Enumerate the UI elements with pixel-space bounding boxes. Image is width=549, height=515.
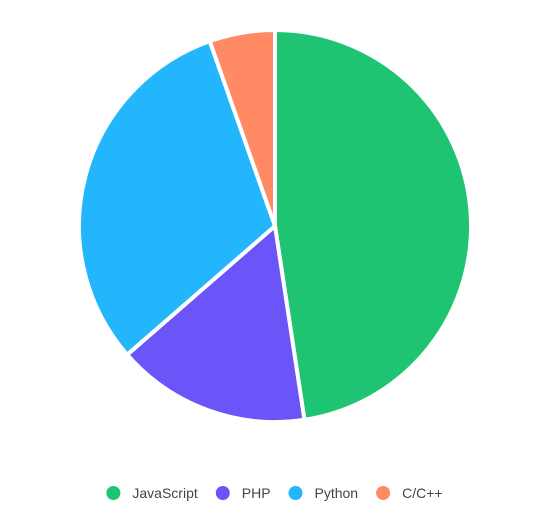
legend-item-c-c[interactable]: C/C++	[376, 485, 443, 501]
legend-label: PHP	[242, 485, 271, 501]
legend-marker	[288, 486, 303, 500]
pie-slice-javascript[interactable]	[273, 28, 474, 422]
legend-label: C/C++	[402, 485, 442, 501]
pie-slice-php[interactable]	[125, 224, 307, 424]
pie-slice-c-c[interactable]	[207, 28, 277, 228]
legend-item-python[interactable]: Python	[288, 485, 359, 501]
legend-item-javascript[interactable]: JavaScript	[106, 485, 198, 501]
legend-marker	[215, 486, 230, 500]
legend-label: JavaScript	[132, 485, 197, 501]
legend-marker	[106, 486, 121, 500]
pie-slice-python[interactable]	[77, 39, 277, 357]
legend-label: Python	[315, 485, 359, 501]
legend-item-php[interactable]: PHP	[215, 485, 271, 501]
legend-marker	[376, 486, 391, 500]
pie-slices	[77, 28, 474, 424]
legend: JavaScript PHP Python C/C++	[106, 485, 443, 501]
